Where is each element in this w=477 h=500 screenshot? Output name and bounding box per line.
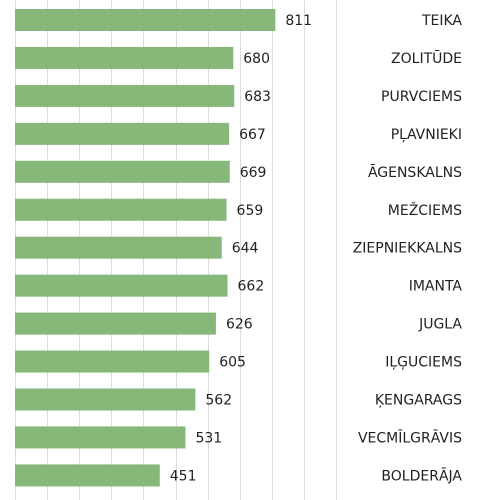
- category-label: PĻAVNIEKI: [391, 127, 462, 143]
- value-label: 531: [195, 430, 222, 446]
- category-label: JUGLA: [418, 317, 462, 333]
- category-label: IMANTA: [409, 279, 463, 295]
- bar: [15, 46, 234, 69]
- category-label: MEŽCIEMS: [388, 201, 462, 219]
- bar: [15, 312, 216, 335]
- value-label: 680: [243, 51, 270, 67]
- category-label: IĻĢUCIEMS: [385, 355, 462, 371]
- value-label: 644: [232, 241, 259, 257]
- bar: [15, 236, 222, 259]
- category-label: ĶENGARAGS: [375, 393, 462, 409]
- bar: [15, 160, 230, 183]
- value-label: 667: [239, 127, 266, 143]
- bar: [15, 9, 276, 31]
- category-label: ZIEPNIEKKALNS: [353, 241, 462, 257]
- bar: [15, 122, 230, 145]
- value-label: 626: [226, 317, 253, 333]
- bar: [15, 426, 186, 449]
- value-label: 605: [219, 355, 246, 371]
- bar: [15, 84, 235, 107]
- bar: [15, 388, 196, 411]
- value-label: 683: [244, 89, 271, 105]
- category-label: ĀGENSKALNS: [368, 164, 462, 181]
- value-label: 669: [240, 165, 267, 181]
- category-label: ZOLITŪDE: [391, 50, 462, 67]
- value-label: 662: [238, 279, 265, 295]
- value-label: 451: [170, 468, 197, 484]
- value-label: 811: [285, 13, 312, 29]
- bar: [15, 464, 160, 487]
- value-label: 562: [205, 393, 232, 409]
- bar: [15, 274, 228, 297]
- value-label: 659: [237, 203, 264, 219]
- category-label: TEIKA: [421, 13, 462, 29]
- category-label: VECMĪLGRĀVIS: [358, 429, 462, 446]
- bar: [15, 198, 227, 221]
- category-label: PURVCIEMS: [381, 89, 462, 105]
- bar: [15, 350, 210, 373]
- category-label: BOLDERĀJA: [381, 467, 462, 484]
